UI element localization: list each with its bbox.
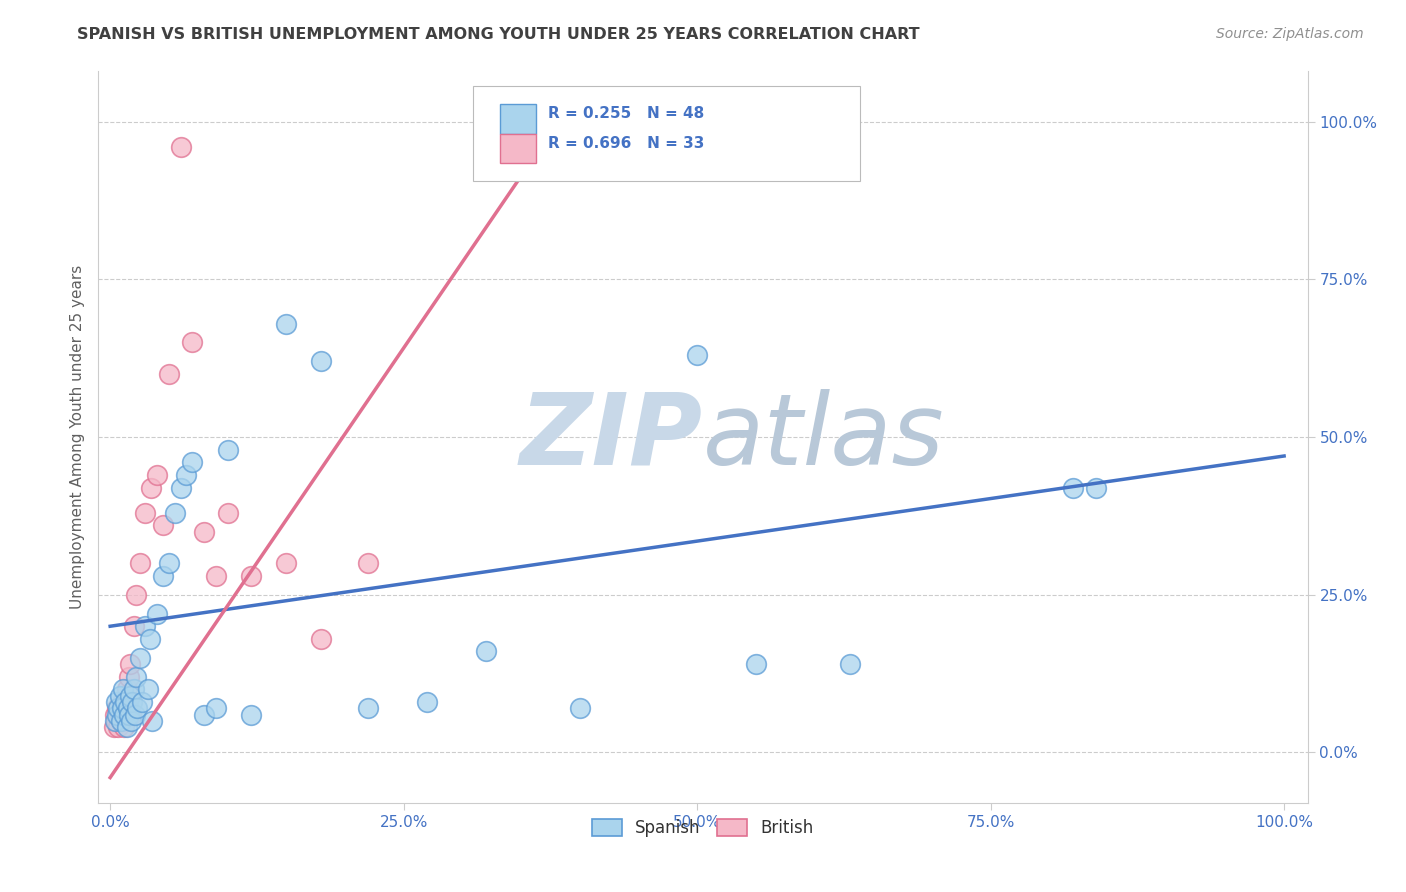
Point (120, 689, 142, 703)
Point (105, 707, 128, 722)
Point (112, 682, 135, 697)
Point (114, 695, 136, 709)
Point (157, 556, 180, 570)
Point (276, 556, 298, 570)
Point (193, 707, 215, 722)
Point (121, 695, 143, 709)
Point (134, 506, 156, 520)
Point (152, 518, 174, 533)
Point (357, 556, 380, 570)
Point (110, 714, 132, 728)
Text: ZIP: ZIP (520, 389, 703, 485)
Point (311, 632, 333, 646)
Bar (501, 104, 536, 134)
Point (118, 670, 141, 684)
Point (181, 335, 204, 350)
Text: atlas: atlas (703, 389, 945, 485)
Point (686, 348, 709, 362)
Point (107, 701, 129, 715)
Point (1085, 481, 1108, 495)
Bar (501, 134, 536, 163)
Point (416, 695, 439, 709)
Point (176, 467, 198, 482)
Point (124, 707, 146, 722)
Point (122, 682, 145, 697)
FancyBboxPatch shape (474, 86, 860, 181)
Point (181, 455, 204, 469)
Point (104, 714, 127, 728)
Point (136, 682, 159, 697)
Point (105, 714, 128, 728)
Point (117, 695, 139, 709)
Point (141, 714, 163, 728)
Point (105, 695, 128, 709)
Point (111, 695, 134, 709)
Point (204, 569, 226, 583)
Point (128, 556, 150, 570)
Point (115, 720, 138, 734)
Point (157, 367, 180, 381)
Point (117, 701, 139, 715)
Point (141, 481, 163, 495)
Point (240, 707, 263, 722)
Point (107, 720, 129, 734)
Point (125, 588, 148, 602)
Point (120, 707, 142, 722)
Point (131, 695, 153, 709)
Text: R = 0.696   N = 33: R = 0.696 N = 33 (548, 136, 704, 151)
Point (169, 140, 191, 154)
Text: Source: ZipAtlas.com: Source: ZipAtlas.com (1216, 27, 1364, 41)
Point (112, 720, 135, 734)
Point (115, 682, 138, 697)
Point (146, 607, 169, 621)
Point (122, 619, 145, 633)
Point (139, 632, 162, 646)
Point (311, 354, 333, 368)
Point (240, 569, 263, 583)
Point (838, 657, 860, 671)
Point (475, 644, 498, 658)
Point (1062, 481, 1084, 495)
Point (276, 317, 298, 331)
Point (108, 707, 131, 722)
Point (103, 720, 125, 734)
Point (104, 707, 127, 722)
Text: SPANISH VS BRITISH UNEMPLOYMENT AMONG YOUTH UNDER 25 YEARS CORRELATION CHART: SPANISH VS BRITISH UNEMPLOYMENT AMONG YO… (77, 27, 920, 42)
Point (134, 619, 156, 633)
Point (125, 670, 148, 684)
Point (568, 701, 591, 715)
Point (204, 701, 226, 715)
Point (108, 689, 131, 703)
Point (112, 707, 135, 722)
Point (118, 707, 141, 722)
Y-axis label: Unemployment Among Youth under 25 years: Unemployment Among Youth under 25 years (69, 265, 84, 609)
Point (120, 657, 142, 671)
Point (357, 701, 380, 715)
Point (217, 442, 239, 457)
Point (128, 650, 150, 665)
Point (217, 506, 239, 520)
Point (110, 714, 132, 728)
Point (169, 481, 191, 495)
Text: R = 0.255   N = 48: R = 0.255 N = 48 (548, 106, 704, 121)
Point (152, 569, 174, 583)
Point (745, 657, 768, 671)
Point (146, 467, 169, 482)
Point (112, 707, 135, 722)
Point (120, 714, 142, 728)
Point (114, 701, 136, 715)
Point (193, 524, 215, 539)
Point (163, 506, 186, 520)
Point (105, 701, 128, 715)
Point (111, 701, 134, 715)
Legend: Spanish, British: Spanish, British (583, 811, 823, 846)
Point (127, 701, 149, 715)
